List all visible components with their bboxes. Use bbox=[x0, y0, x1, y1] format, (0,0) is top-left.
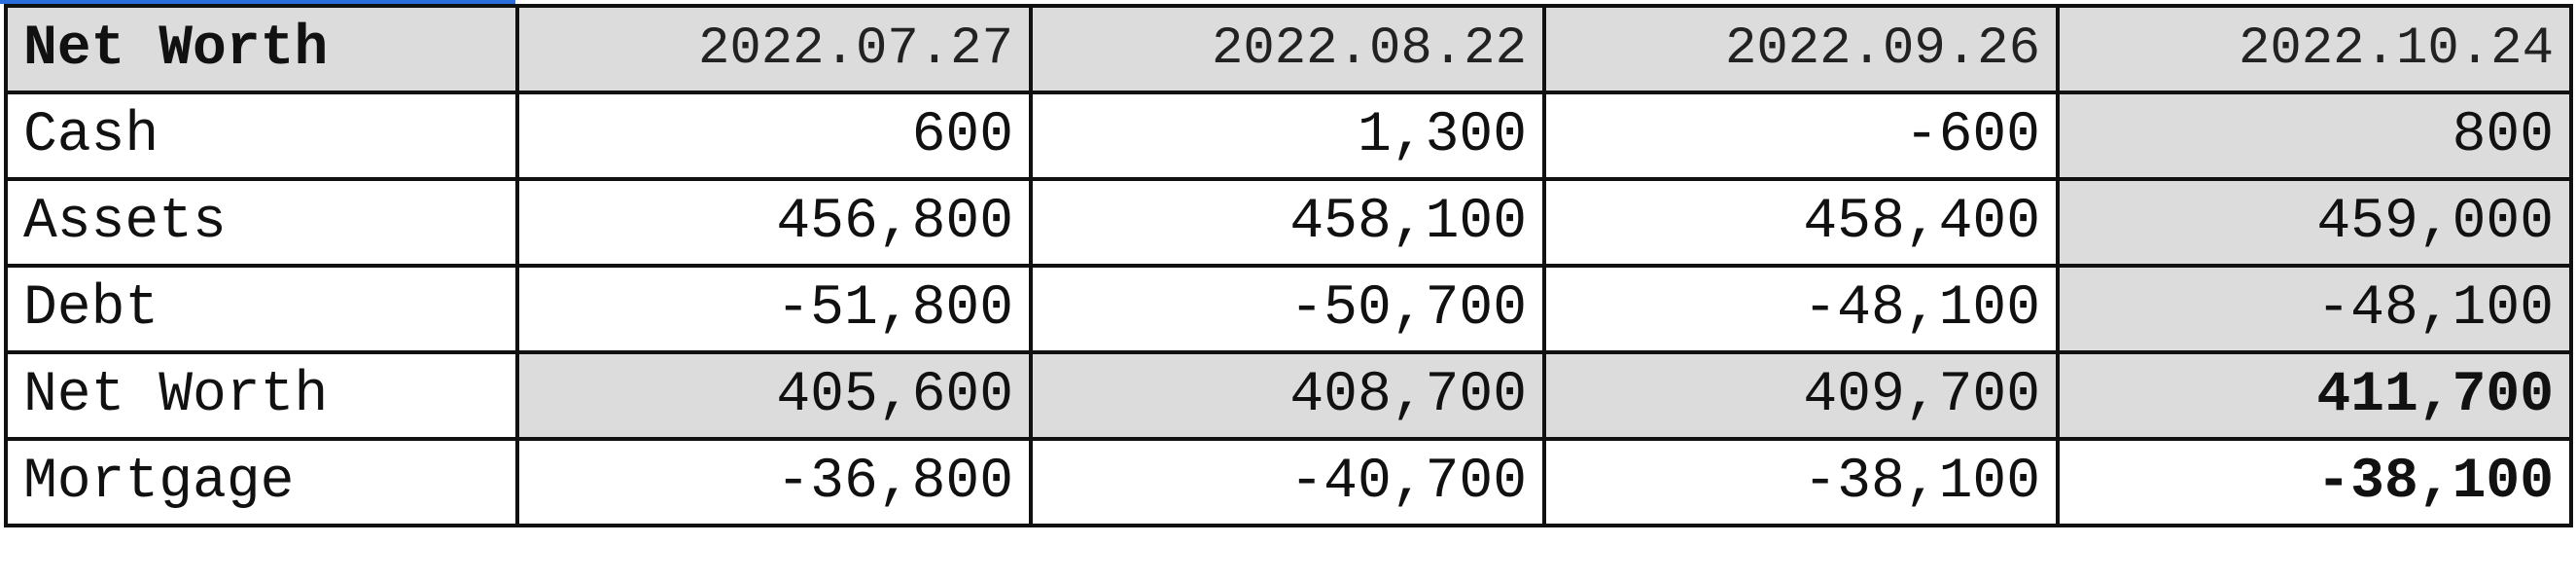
date-header-cell[interactable]: 2022.07.27 bbox=[515, 4, 1033, 94]
value-cell[interactable]: 458,100 bbox=[1029, 177, 1546, 268]
value-cell[interactable]: -38,100 bbox=[1542, 437, 2060, 527]
value-cell[interactable]: 600 bbox=[515, 91, 1033, 181]
header-row: Net Worth 2022.07.27 2022.08.22 2022.09.… bbox=[4, 4, 2573, 94]
value-cell[interactable]: 1,300 bbox=[1029, 91, 1546, 181]
value-cell[interactable]: -51,800 bbox=[515, 264, 1033, 354]
value-cell[interactable]: 458,400 bbox=[1542, 177, 2060, 268]
value-cell[interactable]: 409,700 bbox=[1542, 350, 2060, 441]
net-worth-table: Net Worth 2022.07.27 2022.08.22 2022.09.… bbox=[4, 4, 2573, 527]
table-row-debt: Debt -51,800 -50,700 -48,100 -48,100 bbox=[4, 264, 2573, 354]
value-cell[interactable]: -48,100 bbox=[2056, 264, 2573, 354]
row-label-cell[interactable]: Assets bbox=[4, 177, 519, 268]
value-cell[interactable]: 800 bbox=[2056, 91, 2573, 181]
table-row-net-worth: Net Worth 405,600 408,700 409,700 411,70… bbox=[4, 350, 2573, 441]
value-cell[interactable]: -40,700 bbox=[1029, 437, 1546, 527]
row-label-cell[interactable]: Net Worth bbox=[4, 350, 519, 441]
table-row-assets: Assets 456,800 458,100 458,400 459,000 bbox=[4, 177, 2573, 268]
selection-accent-line bbox=[0, 0, 515, 4]
value-cell[interactable]: 411,700 bbox=[2056, 350, 2573, 441]
row-label-cell[interactable]: Debt bbox=[4, 264, 519, 354]
table-row-mortgage: Mortgage -36,800 -40,700 -38,100 -38,100 bbox=[4, 437, 2573, 527]
date-header-cell[interactable]: 2022.10.24 bbox=[2056, 4, 2573, 94]
date-header-cell[interactable]: 2022.09.26 bbox=[1542, 4, 2060, 94]
value-cell[interactable]: -50,700 bbox=[1029, 264, 1546, 354]
value-cell[interactable]: 459,000 bbox=[2056, 177, 2573, 268]
value-cell[interactable]: -600 bbox=[1542, 91, 2060, 181]
value-cell[interactable]: -48,100 bbox=[1542, 264, 2060, 354]
value-cell[interactable]: 456,800 bbox=[515, 177, 1033, 268]
value-cell[interactable]: -36,800 bbox=[515, 437, 1033, 527]
row-label-cell[interactable]: Mortgage bbox=[4, 437, 519, 527]
value-cell[interactable]: 405,600 bbox=[515, 350, 1033, 441]
table-row-cash: Cash 600 1,300 -600 800 bbox=[4, 91, 2573, 181]
date-header-cell[interactable]: 2022.08.22 bbox=[1029, 4, 1546, 94]
value-cell[interactable]: -38,100 bbox=[2056, 437, 2573, 527]
value-cell[interactable]: 408,700 bbox=[1029, 350, 1546, 441]
corner-header-cell[interactable]: Net Worth bbox=[4, 4, 519, 94]
row-label-cell[interactable]: Cash bbox=[4, 91, 519, 181]
